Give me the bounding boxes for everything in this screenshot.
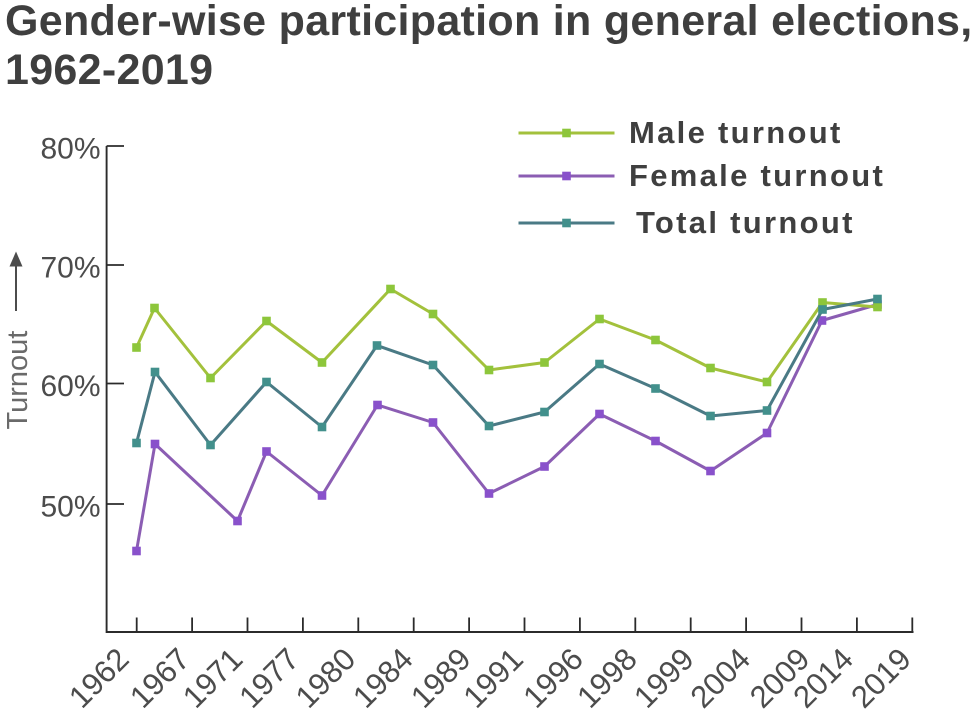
svg-text:1999: 1999 [627,641,701,712]
svg-text:1984: 1984 [346,641,420,712]
svg-text:2004: 2004 [684,641,758,712]
svg-text:Total turnout: Total turnout [636,205,855,240]
svg-text:1971: 1971 [176,641,250,712]
svg-text:80%: 80% [40,132,100,165]
svg-text:Female turnout: Female turnout [629,158,885,193]
svg-text:70%: 70% [40,251,100,284]
svg-text:1998: 1998 [570,641,644,712]
svg-text:1977: 1977 [232,641,306,712]
svg-text:2019: 2019 [844,641,918,712]
svg-text:1996: 1996 [516,641,590,712]
svg-text:1962: 1962 [62,641,136,712]
svg-text:1991: 1991 [456,641,530,712]
svg-text:Turnout: Turnout [2,331,34,430]
svg-text:60%: 60% [40,370,100,403]
svg-text:50%: 50% [40,490,100,523]
svg-text:1980: 1980 [289,641,363,712]
svg-text:Male turnout: Male turnout [629,115,843,150]
svg-text:1967: 1967 [123,641,197,712]
